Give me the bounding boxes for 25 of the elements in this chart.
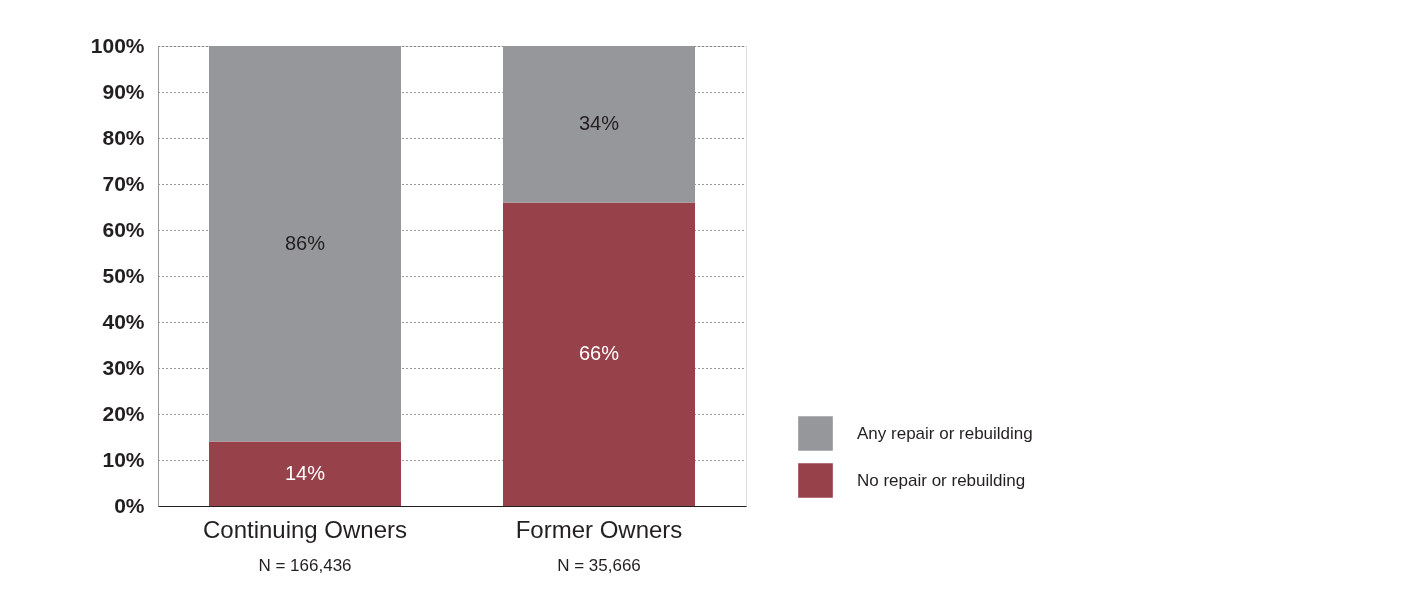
- y-tick-label: 80%: [102, 125, 145, 149]
- y-tick-label: 40%: [102, 309, 145, 333]
- x-tick-label: Continuing Owners: [202, 515, 408, 543]
- y-tick-label: 20%: [102, 401, 145, 425]
- y-tick-label: 100%: [90, 33, 145, 57]
- text: N = 35,666: [557, 556, 641, 575]
- bar: [209, 441, 401, 506]
- y-tick-label: 30%: [102, 355, 145, 379]
- data-label: 34%: [578, 112, 620, 135]
- data-label: 14%: [284, 461, 326, 484]
- y-tick-label: 0%: [114, 493, 145, 517]
- data-label: 86%: [284, 231, 326, 254]
- text: N = 166,436: [258, 556, 352, 575]
- bar: [209, 46, 401, 442]
- y-tick-label: 90%: [102, 79, 145, 103]
- bar: [503, 202, 695, 506]
- legend-label: Any repair or rebuilding: [857, 423, 1033, 443]
- y-tick-label: 60%: [102, 217, 145, 241]
- data-label: 66%: [578, 342, 620, 365]
- y-tick-label: 70%: [102, 171, 145, 195]
- y-tick-label: 50%: [102, 263, 145, 287]
- y-tick-label: 10%: [102, 447, 145, 471]
- x-tick-label: Former Owners: [515, 515, 683, 543]
- bar: [503, 46, 695, 203]
- legend-label: No repair or rebuilding: [857, 470, 1026, 490]
